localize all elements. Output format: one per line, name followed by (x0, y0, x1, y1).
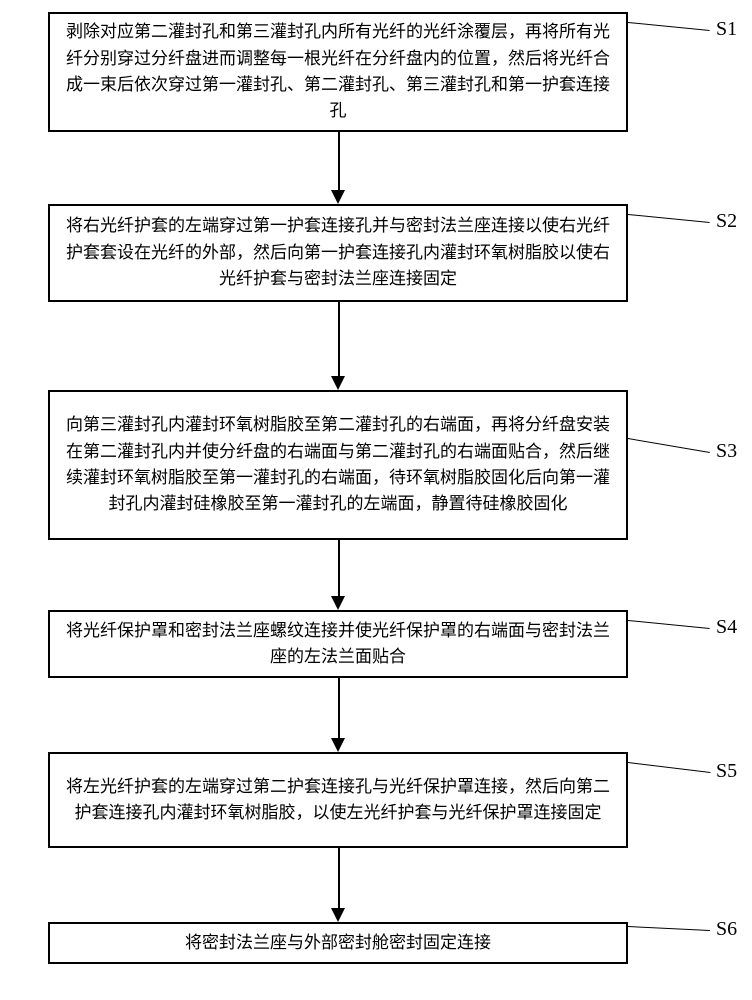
arrow-shaft (338, 848, 340, 908)
step-label-s1: S1 (716, 18, 737, 41)
step-text: 将左光纤护套的左端穿过第二护套连接孔与光纤保护罩连接，然后向第二护套连接孔内灌封… (60, 774, 616, 827)
arrow-head-icon (331, 908, 345, 922)
label-leader-line (628, 22, 710, 31)
step-text: 剥除对应第二灌封孔和第三灌封孔内所有光纤的光纤涂覆层，再将所有光纤分别穿过分纤盘… (60, 19, 616, 124)
arrow-shaft (338, 302, 340, 376)
step-label-s2: S2 (716, 210, 737, 233)
label-leader-line (628, 214, 710, 223)
arrow-head-icon (331, 596, 345, 610)
step-label-s5: S5 (716, 760, 737, 783)
arrow-head-icon (331, 738, 345, 752)
label-leader-line (628, 762, 710, 773)
step-label-s4: S4 (716, 616, 737, 639)
step-box-s2: 将右光纤护套的左端穿过第一护套连接孔并与密封法兰座连接以使右光纤护套套设在光纤的… (48, 204, 628, 302)
label-leader-line (628, 926, 710, 931)
step-text: 将光纤保护罩和密封法兰座螺纹连接并使光纤保护罩的右端面与密封法兰座的左法兰面贴合 (60, 618, 616, 671)
step-text: 将右光纤护套的左端穿过第一护套连接孔并与密封法兰座连接以使右光纤护套套设在光纤的… (60, 213, 616, 292)
step-label-s6: S6 (716, 918, 737, 941)
arrow-shaft (338, 132, 340, 190)
step-box-s4: 将光纤保护罩和密封法兰座螺纹连接并使光纤保护罩的右端面与密封法兰座的左法兰面贴合 (48, 610, 628, 678)
step-label-s3: S3 (716, 440, 737, 463)
step-box-s1: 剥除对应第二灌封孔和第三灌封孔内所有光纤的光纤涂覆层，再将所有光纤分别穿过分纤盘… (48, 12, 628, 132)
arrow-head-icon (331, 190, 345, 204)
label-leader-line (628, 438, 710, 453)
step-box-s3: 向第三灌封孔内灌封环氧树脂胶至第二灌封孔的右端面，再将分纤盘安装在第二灌封孔内并… (48, 390, 628, 540)
step-box-s5: 将左光纤护套的左端穿过第二护套连接孔与光纤保护罩连接，然后向第二护套连接孔内灌封… (48, 752, 628, 848)
step-box-s6: 将密封法兰座与外部密封舱密封固定连接 (48, 922, 628, 964)
label-leader-line (628, 620, 710, 629)
arrow-shaft (338, 540, 340, 596)
arrow-head-icon (331, 376, 345, 390)
arrow-shaft (338, 678, 340, 738)
step-text: 将密封法兰座与外部密封舱密封固定连接 (185, 930, 491, 956)
step-text: 向第三灌封孔内灌封环氧树脂胶至第二灌封孔的右端面，再将分纤盘安装在第二灌封孔内并… (60, 412, 616, 517)
flowchart-canvas: 剥除对应第二灌封孔和第三灌封孔内所有光纤的光纤涂覆层，再将所有光纤分别穿过分纤盘… (0, 0, 752, 1000)
